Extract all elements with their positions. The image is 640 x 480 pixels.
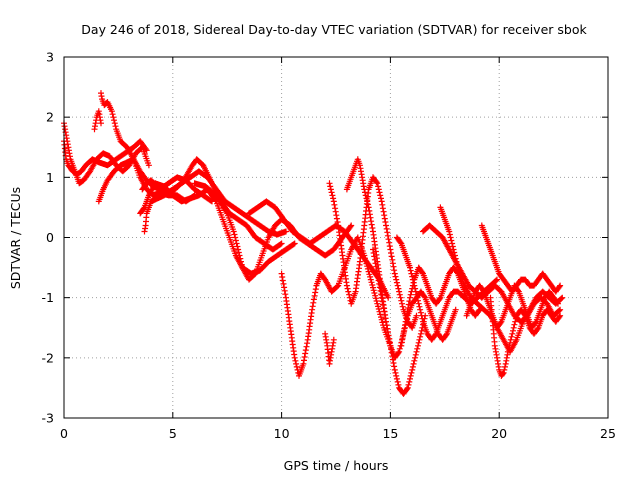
plus-markers bbox=[61, 120, 152, 187]
grid bbox=[64, 57, 608, 418]
plus-markers bbox=[326, 174, 420, 331]
y-tick-label: -1 bbox=[42, 290, 54, 305]
chart-title: Day 246 of 2018, Sidereal Day-to-day VTE… bbox=[81, 22, 587, 37]
series-track-u bbox=[487, 294, 564, 379]
plus-markers bbox=[246, 198, 392, 301]
x-tick-label: 5 bbox=[169, 426, 177, 441]
y-axis: 3 2 1 0 -1 -2 -3 bbox=[42, 50, 608, 426]
plus-markers bbox=[278, 234, 394, 379]
y-tick-label: 1 bbox=[46, 170, 54, 185]
series-track-j bbox=[246, 198, 392, 301]
x-tick-label: 15 bbox=[382, 426, 398, 441]
y-tick-label: 0 bbox=[46, 230, 54, 245]
y-tick-label: 2 bbox=[46, 110, 54, 125]
y-tick-label: -3 bbox=[42, 411, 54, 426]
series-track-e bbox=[91, 108, 104, 133]
x-tick-label: 20 bbox=[491, 426, 507, 441]
series-track-b bbox=[61, 120, 152, 187]
x-axis-label: GPS time / hours bbox=[284, 458, 389, 473]
series-track-v bbox=[463, 282, 561, 331]
plus-markers bbox=[91, 108, 104, 133]
plus-markers bbox=[322, 330, 337, 367]
x-tick-label: 25 bbox=[600, 426, 616, 441]
data-points bbox=[61, 90, 566, 397]
x-axis: 0 5 10 15 20 25 bbox=[60, 57, 616, 441]
x-tick-label: 10 bbox=[274, 426, 290, 441]
series-track-k bbox=[278, 234, 394, 379]
y-tick-label: -2 bbox=[42, 350, 54, 365]
y-axis-label: SDTVAR / TECUs bbox=[8, 187, 23, 289]
y-tick-label: 3 bbox=[46, 50, 54, 65]
x-tick-label: 0 bbox=[60, 426, 68, 441]
series-track-m bbox=[322, 330, 337, 367]
plus-markers bbox=[487, 294, 564, 379]
series-track-l bbox=[326, 174, 420, 331]
plus-markers bbox=[463, 282, 561, 331]
